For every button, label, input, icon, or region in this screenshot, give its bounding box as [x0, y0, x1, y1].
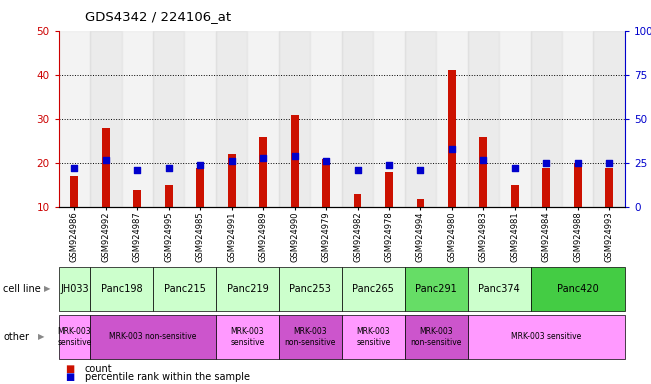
- Bar: [279, 31, 311, 207]
- Bar: [70, 177, 78, 252]
- Text: Panc198: Panc198: [101, 284, 143, 294]
- Bar: [59, 31, 90, 207]
- Bar: [467, 31, 499, 207]
- Bar: [405, 31, 436, 207]
- Text: MRK-003
sensitive: MRK-003 sensitive: [230, 327, 264, 347]
- Bar: [342, 31, 373, 207]
- Text: Panc215: Panc215: [163, 284, 205, 294]
- Text: cell line: cell line: [3, 284, 41, 294]
- Text: MRK-003
non-sensitive: MRK-003 non-sensitive: [411, 327, 462, 347]
- Text: MRK-003
sensitive: MRK-003 sensitive: [57, 327, 91, 347]
- Bar: [228, 154, 236, 252]
- Point: [383, 162, 394, 168]
- Bar: [196, 167, 204, 252]
- Text: other: other: [3, 332, 29, 342]
- Point: [478, 157, 488, 163]
- Bar: [531, 31, 562, 207]
- Bar: [90, 31, 122, 207]
- Point: [258, 155, 268, 161]
- Bar: [184, 31, 216, 207]
- Text: MRK-003
non-sensitive: MRK-003 non-sensitive: [284, 327, 336, 347]
- Bar: [594, 31, 625, 207]
- Bar: [385, 172, 393, 252]
- Bar: [448, 70, 456, 252]
- Text: Panc374: Panc374: [478, 284, 520, 294]
- Text: ▶: ▶: [44, 285, 51, 293]
- Text: ▶: ▶: [38, 333, 44, 341]
- Text: Panc253: Panc253: [290, 284, 331, 294]
- Bar: [436, 31, 467, 207]
- Text: Panc420: Panc420: [557, 284, 599, 294]
- Point: [510, 166, 520, 172]
- Text: Panc291: Panc291: [415, 284, 457, 294]
- Bar: [353, 194, 361, 252]
- Bar: [605, 167, 613, 252]
- Point: [289, 153, 299, 159]
- Text: MRK-003 sensitive: MRK-003 sensitive: [511, 333, 581, 341]
- Text: Panc265: Panc265: [352, 284, 394, 294]
- Point: [163, 166, 174, 172]
- Bar: [259, 137, 267, 252]
- Bar: [165, 185, 173, 252]
- Text: JH033: JH033: [60, 284, 89, 294]
- Point: [415, 167, 426, 173]
- Text: MRK-003 non-sensitive: MRK-003 non-sensitive: [109, 333, 197, 341]
- Point: [195, 162, 205, 168]
- Point: [132, 167, 143, 173]
- Point: [572, 160, 583, 166]
- Point: [352, 167, 363, 173]
- Bar: [247, 31, 279, 207]
- Bar: [311, 31, 342, 207]
- Text: Panc219: Panc219: [227, 284, 268, 294]
- Bar: [133, 190, 141, 252]
- Point: [227, 158, 237, 164]
- Bar: [562, 31, 594, 207]
- Bar: [102, 128, 110, 252]
- Point: [447, 146, 457, 152]
- Bar: [122, 31, 153, 207]
- Bar: [153, 31, 184, 207]
- Text: ■: ■: [65, 372, 74, 382]
- Bar: [511, 185, 519, 252]
- Bar: [542, 167, 550, 252]
- Point: [604, 160, 615, 166]
- Text: GDS4342 / 224106_at: GDS4342 / 224106_at: [85, 10, 230, 23]
- Point: [541, 160, 551, 166]
- Bar: [373, 31, 405, 207]
- Bar: [216, 31, 247, 207]
- Text: MRK-003
sensitive: MRK-003 sensitive: [356, 327, 391, 347]
- Point: [69, 166, 79, 172]
- Bar: [290, 114, 299, 252]
- Point: [321, 158, 331, 164]
- Text: percentile rank within the sample: percentile rank within the sample: [85, 372, 249, 382]
- Bar: [479, 137, 488, 252]
- Bar: [574, 163, 582, 252]
- Text: count: count: [85, 364, 112, 374]
- Bar: [499, 31, 531, 207]
- Bar: [417, 199, 424, 252]
- Text: ■: ■: [65, 364, 74, 374]
- Bar: [322, 159, 330, 252]
- Point: [100, 157, 111, 163]
